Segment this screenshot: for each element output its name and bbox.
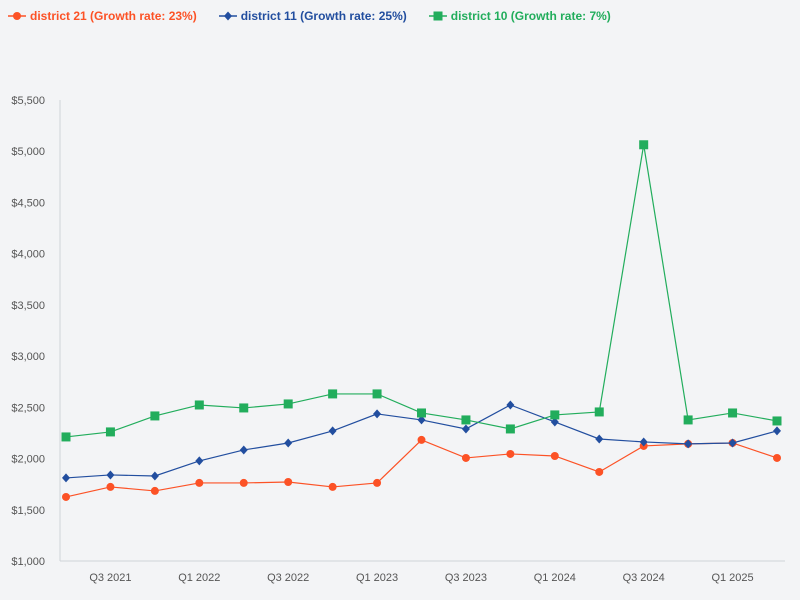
data-point: [417, 415, 426, 425]
legend-label: district 10 (Growth rate: 7%): [450, 9, 611, 23]
y-tick-label: $4,500: [11, 197, 45, 209]
diamond-marker-icon: [218, 11, 237, 21]
y-tick-label: $2,500: [11, 402, 45, 414]
data-point: [239, 478, 248, 487]
data-point: [417, 408, 426, 418]
data-point: [684, 439, 693, 449]
data-point: [506, 400, 515, 410]
data-point: [150, 411, 160, 421]
data-point: [506, 449, 515, 458]
data-point: [62, 492, 70, 501]
y-tick-label: $3,000: [11, 351, 45, 363]
series-0: [62, 435, 781, 501]
legend-label: district 21 (Growth rate: 23%): [30, 9, 197, 23]
square-marker-icon: [428, 11, 447, 21]
series-line: [65, 144, 778, 438]
data-point: [461, 453, 470, 462]
data-point: [328, 389, 338, 399]
data-point: [328, 482, 337, 491]
data-point: [372, 389, 382, 399]
data-point: [61, 432, 71, 442]
legend-marker: [223, 11, 232, 21]
data-point: [150, 471, 159, 481]
y-tick-label: $5,500: [11, 95, 45, 107]
data-point: [550, 451, 559, 460]
legend-item-0[interactable]: district 21 (Growth rate: 23%): [8, 9, 197, 23]
data-point: [505, 424, 515, 434]
data-point: [594, 407, 604, 417]
data-point: [284, 478, 293, 487]
data-point: [284, 438, 293, 448]
data-point: [373, 409, 382, 419]
series-line: [65, 439, 778, 498]
legend-item-2[interactable]: district 10 (Growth rate: 7%): [428, 9, 611, 23]
y-tick-label: $3,500: [11, 300, 45, 312]
data-point: [195, 478, 204, 487]
y-tick-label: $1,500: [11, 505, 45, 517]
x-tick-label: Q3 2022: [267, 572, 309, 584]
data-point: [106, 482, 115, 491]
data-point: [728, 408, 738, 418]
data-point: [328, 426, 337, 436]
data-point: [595, 467, 604, 476]
legend: district 21 (Growth rate: 23%) district 1…: [8, 9, 611, 23]
x-tick-label: Q1 2023: [356, 572, 398, 584]
data-point: [772, 416, 782, 426]
data-point: [239, 445, 248, 455]
data-point: [595, 434, 604, 444]
data-point: [62, 473, 70, 483]
legend-marker: [13, 12, 21, 20]
data-point: [461, 424, 470, 434]
data-point: [195, 456, 204, 466]
data-point: [239, 403, 249, 413]
data-point: [728, 438, 737, 448]
legend-marker: [433, 11, 443, 21]
x-tick-label: Q1 2025: [711, 572, 753, 584]
series-2: [61, 140, 782, 442]
data-point: [106, 470, 115, 480]
y-tick-label: $4,000: [11, 249, 45, 261]
x-tick-label: Q1 2024: [534, 572, 576, 584]
x-tick-label: Q1 2022: [178, 572, 220, 584]
data-point: [550, 410, 560, 420]
data-point: [105, 427, 115, 437]
y-tick-label: $2,000: [11, 454, 45, 466]
series-1: [62, 400, 781, 483]
data-point: [773, 426, 781, 436]
data-point: [461, 415, 471, 425]
data-point: [194, 400, 204, 410]
data-point: [639, 437, 648, 447]
data-point: [150, 486, 159, 495]
legend-label: district 11 (Growth rate: 25%): [240, 9, 407, 23]
circle-marker-icon: [8, 12, 26, 20]
data-point: [683, 415, 693, 425]
data-point: [417, 435, 426, 444]
y-tick-label: $1,000: [11, 556, 45, 568]
data-point: [773, 453, 781, 462]
data-point: [283, 399, 293, 409]
data-point: [550, 417, 559, 427]
legend-item-1[interactable]: district 11 (Growth rate: 25%): [218, 9, 407, 23]
x-tick-label: Q3 2024: [623, 572, 665, 584]
y-tick-label: $5,000: [11, 146, 45, 158]
x-tick-label: Q3 2021: [89, 572, 131, 584]
x-tick-label: Q3 2023: [445, 572, 487, 584]
data-point: [639, 140, 649, 150]
data-point: [373, 478, 382, 487]
